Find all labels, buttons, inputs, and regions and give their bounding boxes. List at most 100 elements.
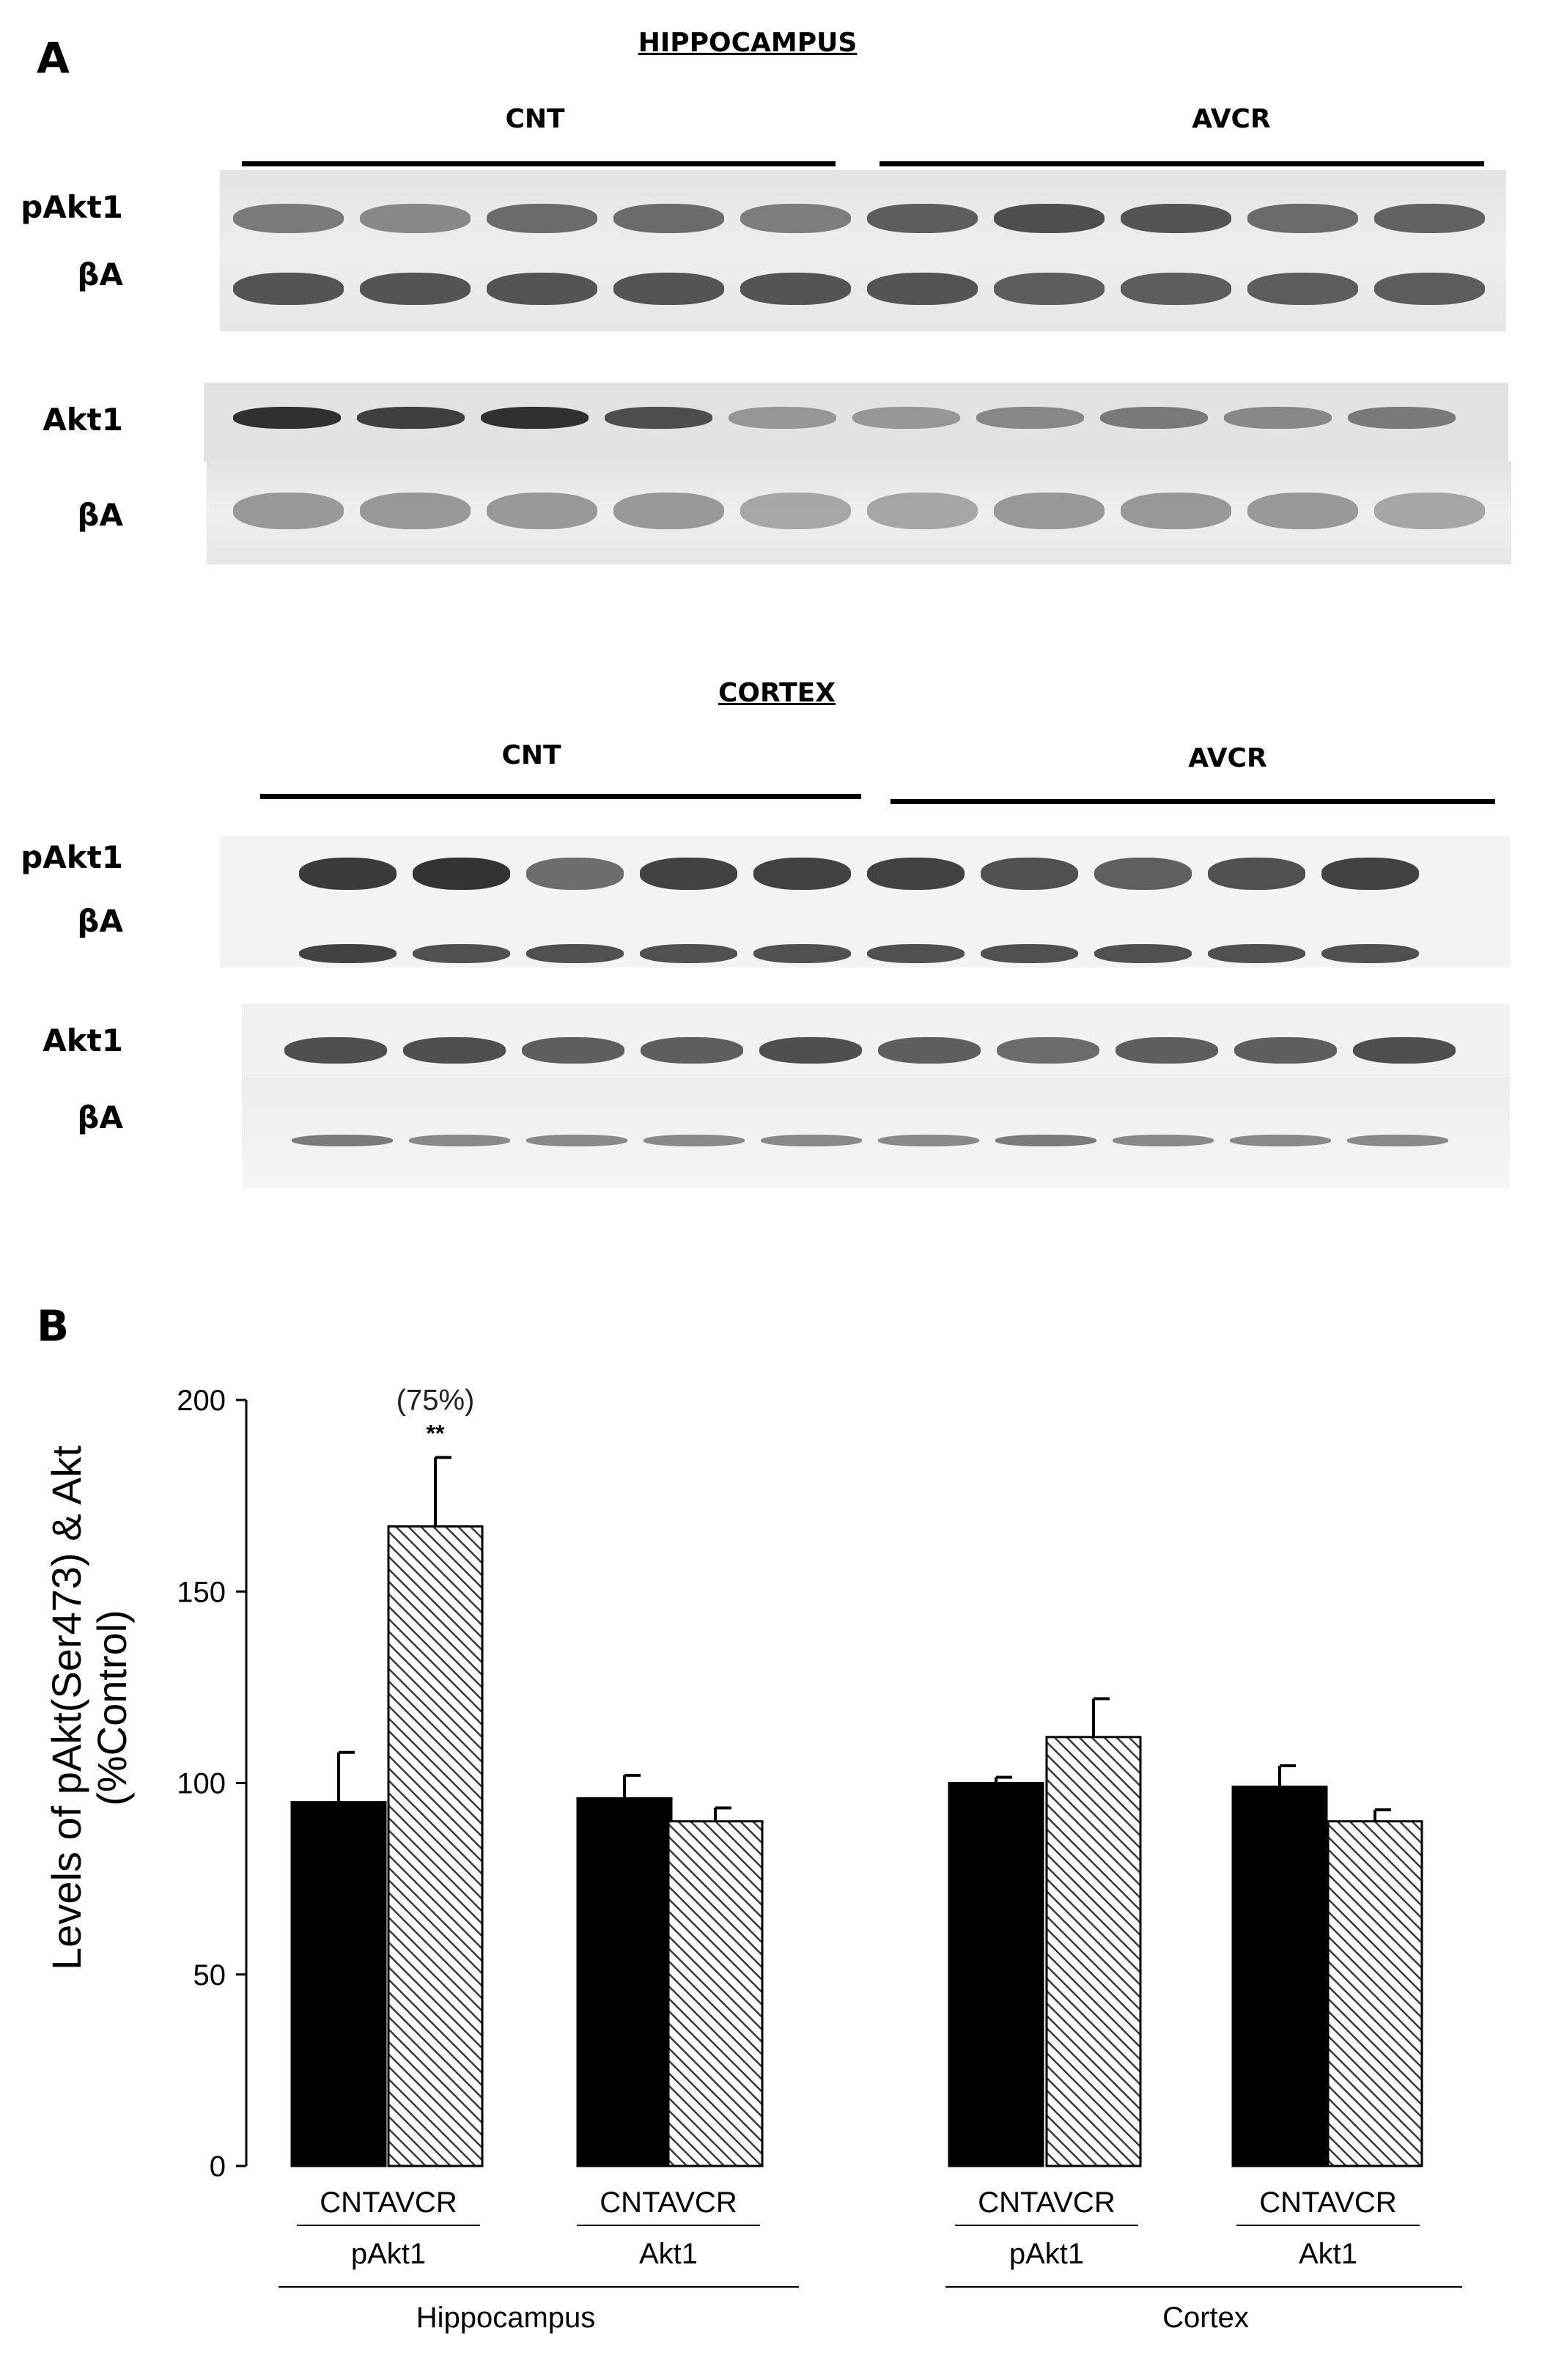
blot-band xyxy=(360,273,471,305)
blot-band xyxy=(613,493,724,529)
blot-band xyxy=(605,407,712,429)
blot-band xyxy=(1121,273,1231,305)
bar-hippocampus-pakt1-avcr xyxy=(387,1525,484,2167)
significance-marker: ** xyxy=(427,1420,445,1446)
cortex-row-label: βA xyxy=(77,1099,123,1135)
blot-band xyxy=(1247,493,1358,529)
blot-strip xyxy=(242,1077,1510,1187)
blot-band xyxy=(1374,204,1485,233)
blot-band xyxy=(740,273,851,305)
blot-band xyxy=(1113,1135,1214,1146)
blot-band xyxy=(981,858,1078,890)
blot-band xyxy=(995,1135,1096,1146)
blot-band xyxy=(1121,204,1231,233)
cortex-cnt-label: CNT xyxy=(501,740,561,770)
blot-band xyxy=(867,858,965,890)
blot-band xyxy=(1348,407,1456,429)
cortex-blot-title: CORTEX xyxy=(718,678,836,708)
bar-hippocampus-akt1-cnt xyxy=(576,1797,673,2167)
cortex-cnt-line xyxy=(260,794,861,799)
blot-band xyxy=(1208,858,1305,890)
blot-band xyxy=(976,407,1084,429)
blot-band xyxy=(1347,1135,1448,1146)
panel-a-letter: A xyxy=(37,33,70,83)
blot-band xyxy=(1094,944,1192,963)
blot-band xyxy=(1224,407,1332,429)
blot-band xyxy=(233,407,341,429)
blot-band xyxy=(357,407,465,429)
blot-band xyxy=(1247,204,1358,233)
blot-band xyxy=(233,493,344,529)
blot-band xyxy=(994,493,1105,529)
blot-band xyxy=(740,204,851,233)
region-label: Hippocampus xyxy=(416,2302,596,2334)
bar-cortex-pakt1-cnt xyxy=(948,1782,1044,2167)
blot-band xyxy=(526,858,624,890)
blot-band xyxy=(413,944,510,963)
blot-band xyxy=(360,493,471,529)
bar-hippocampus-akt1-avcr xyxy=(667,1820,764,2167)
blot-band xyxy=(981,944,1078,963)
y-tick-label: 200 xyxy=(177,1385,226,1417)
blot-band xyxy=(1121,493,1231,529)
blot-band xyxy=(878,1135,979,1146)
blot-band xyxy=(867,273,978,305)
blot-band xyxy=(1100,407,1208,429)
cortex-avcr-label: AVCR xyxy=(1188,743,1267,773)
y-tick-label: 100 xyxy=(177,1768,226,1800)
hippocampus-cnt-line xyxy=(242,161,836,166)
hippocampus-row-label: βA xyxy=(77,497,123,533)
blot-band xyxy=(761,1135,862,1146)
blot-band xyxy=(409,1135,510,1146)
blot-band xyxy=(487,493,597,529)
blot-band xyxy=(640,858,737,890)
blot-band xyxy=(753,944,851,963)
x-group-label: pAkt1 xyxy=(1009,2238,1084,2270)
blot-band xyxy=(526,1135,627,1146)
hippocampus-row-label: pAkt1 xyxy=(21,189,123,225)
blot-band xyxy=(867,204,978,233)
x-group-treatments: CNTAVCR xyxy=(600,2186,737,2219)
cortex-row-label: Akt1 xyxy=(43,1023,123,1058)
x-group-label: pAkt1 xyxy=(351,2238,426,2270)
cortex-row-label: pAkt1 xyxy=(21,839,123,875)
panel-b-letter: B xyxy=(37,1301,70,1351)
blot-band xyxy=(1247,273,1358,305)
x-group-treatments: CNTAVCR xyxy=(978,2186,1115,2219)
blot-band xyxy=(641,1037,743,1064)
blot-band xyxy=(233,273,344,305)
blot-band xyxy=(1234,1037,1337,1064)
region-label: Cortex xyxy=(1162,2302,1249,2334)
hippocampus-blot-title: HIPPOCAMPUS xyxy=(638,28,858,58)
y-tick-label: 150 xyxy=(177,1576,226,1608)
hippocampus-row-label: βA xyxy=(77,257,123,292)
blot-band xyxy=(997,1037,1099,1064)
blot-band xyxy=(292,1135,393,1146)
hippocampus-avcr-label: AVCR xyxy=(1192,104,1271,134)
x-group-label: Akt1 xyxy=(1299,2238,1357,2270)
blot-band xyxy=(1208,944,1305,963)
bar-cortex-akt1-cnt xyxy=(1231,1786,1328,2167)
annotation-percent: (75%) xyxy=(397,1384,475,1416)
blot-band xyxy=(753,858,851,890)
blot-band xyxy=(522,1037,624,1064)
y-axis-label: Levels of pAkt(Ser473) & Akt(%Control) xyxy=(43,1445,135,1970)
x-group-treatments: CNTAVCR xyxy=(1259,2186,1396,2219)
x-group-label: Akt1 xyxy=(639,2238,698,2270)
y-axis-label-line: Levels of pAkt(Ser473) & Akt xyxy=(43,1445,89,1970)
bar-cortex-akt1-avcr xyxy=(1327,1820,1423,2167)
blot-band xyxy=(526,944,624,963)
blot-band xyxy=(1353,1037,1456,1064)
blot-band xyxy=(613,204,724,233)
blot-band xyxy=(1374,273,1485,305)
blot-band xyxy=(740,493,851,529)
blot-band xyxy=(878,1037,981,1064)
blot-band xyxy=(487,204,597,233)
blot-band xyxy=(299,858,397,890)
blot-band xyxy=(613,273,724,305)
blot-band xyxy=(994,204,1105,233)
blot-band xyxy=(867,944,965,963)
blot-band xyxy=(640,944,737,963)
blot-band xyxy=(233,204,344,233)
